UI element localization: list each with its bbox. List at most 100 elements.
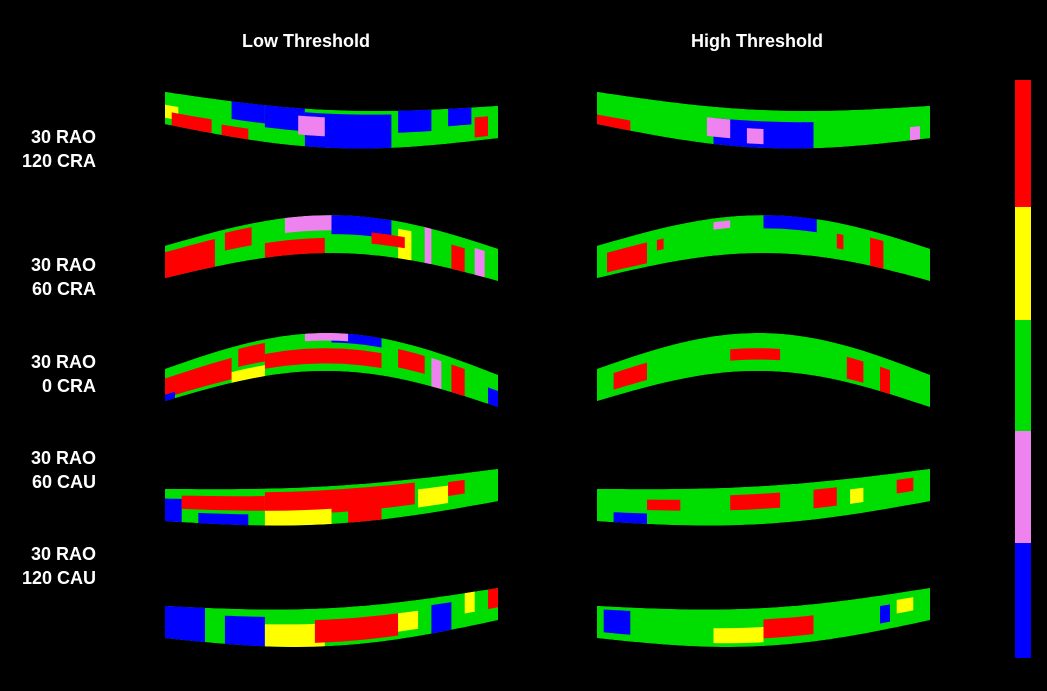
row-label: 0 CRA [42,376,96,396]
vessel-patch [607,242,647,273]
row-label: 30 RAO [31,544,96,564]
vessel-patch [647,499,681,511]
vessel-patch [813,487,837,509]
vessel-patch [713,220,731,230]
vessel-patch [264,508,332,526]
vessel-patch [298,115,325,137]
vessel-patch [304,333,349,342]
vessel-patch [451,364,465,397]
vessel-patch [474,116,488,138]
vessel-patch [763,615,814,639]
column-title: Low Threshold [242,31,370,51]
row-label: 30 RAO [31,127,96,147]
vessel [165,215,498,282]
vessel-patch [850,487,864,504]
vessel-body [597,215,930,282]
vessel-patch [910,126,920,141]
vessel-patch [224,615,265,647]
vessel-patch [231,365,265,383]
vessel-body [597,333,930,408]
vessel [165,91,498,149]
row-label: 120 CRA [22,151,96,171]
vessel-patch [348,504,382,523]
vessel-patch [763,215,817,233]
colorbar-segment [1015,320,1031,431]
vessel-patch [706,117,731,139]
vessel-patch [730,492,781,511]
vessel-patch [264,348,382,369]
vessel-body [597,587,930,647]
vessel-patch [880,366,890,395]
row-label: 60 CRA [32,279,96,299]
vessel-patch [730,348,781,361]
vessel-patch [488,387,498,408]
vessel-patch [181,495,265,511]
vessel-patch [171,112,212,134]
colorbar [1015,80,1031,658]
vessel-patch [264,105,305,132]
row-label: 120 CAU [22,568,96,588]
vessel-patch [431,602,452,634]
vessel-patch [448,107,472,127]
vessel-patch [314,613,399,643]
vessel-patch [896,477,914,494]
vessel-body [597,91,930,149]
vessel-patch [398,610,419,632]
vessel [165,468,498,526]
vessel-patch [231,101,265,124]
vessel-patch [165,391,175,402]
vessel-patch [221,124,249,140]
vessel [597,468,930,526]
vessel-patch [431,357,442,390]
vessel-patch [398,109,432,133]
vessel-patch [398,349,425,374]
vessel-patch [371,232,405,249]
vessel-patch [870,237,884,269]
vessel [597,91,930,149]
vessel [597,333,930,408]
vessel-patch [165,498,182,523]
colorbar-segment [1015,80,1031,207]
vessel [597,587,930,647]
vessel-patch [713,627,764,644]
vessel-patch [880,604,890,624]
vessel-patch [165,605,205,643]
vessel-patch [836,233,844,250]
vessel-patch [165,238,215,279]
vessel-patch [198,512,249,526]
colorbar-segment [1015,543,1031,658]
row-label: 30 RAO [31,448,96,468]
vessel [165,587,498,647]
vessel-patch [474,247,485,278]
vessel-patch [488,587,498,610]
vessel-patch [418,485,449,508]
vessel [165,333,498,408]
vessel-patch [224,227,252,251]
vessel-patch [746,128,764,145]
column-title: High Threshold [691,31,823,51]
colorbar-segment [1015,431,1031,543]
vessel-patch [331,215,392,239]
vessel-patch [264,237,325,258]
vessel [597,215,930,282]
vessel-patch [896,597,914,614]
vessel-patch [846,356,864,383]
vessel-patch [424,227,432,265]
vessel-patch [451,244,465,273]
row-label: 30 RAO [31,255,96,275]
vessel-patch [603,609,631,635]
vessel-patch [597,114,631,131]
vessel-patch [165,357,232,398]
vessel-patch [613,362,647,390]
row-label: 60 CAU [32,472,96,492]
vessel-patch [464,591,475,614]
row-label: 30 RAO [31,352,96,372]
vessel-patch [448,479,465,496]
vessel-patch [238,342,265,367]
colorbar-segment [1015,207,1031,320]
vessel-patch [656,238,664,251]
vessel-patch [613,512,647,524]
